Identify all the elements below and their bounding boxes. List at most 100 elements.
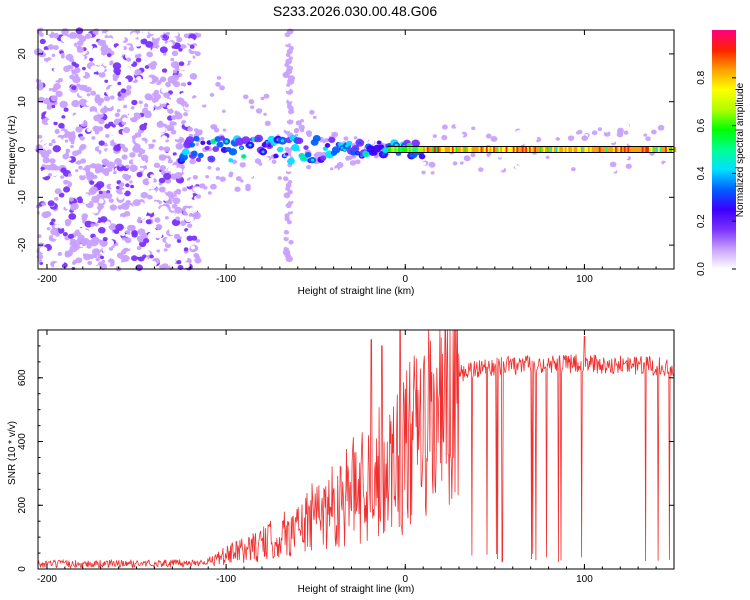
snr-ytick-label: 0 (17, 566, 28, 572)
spectrogram-cell (190, 245, 195, 250)
carrier-segment (467, 147, 471, 152)
spectrogram-cell (113, 229, 120, 235)
carrier-segment (405, 147, 408, 152)
spectrogram-cell (215, 175, 220, 180)
spectrogram-cell (122, 147, 129, 153)
spectrogram-cell (284, 125, 292, 132)
carrier-segment (548, 147, 551, 152)
spectrogram-cell (193, 97, 200, 104)
spectrogram-cell (101, 252, 108, 258)
carrier-segment (622, 147, 625, 152)
spectrogram-cell (331, 146, 341, 154)
spectrogram-cell (136, 76, 142, 81)
spectrogram-cell (71, 99, 80, 108)
spectrogram-cell (331, 132, 337, 137)
colorbar-tick-label: 0.6 (696, 118, 707, 132)
spectrogram-cell (643, 133, 648, 137)
spectrogram-cell (91, 47, 99, 54)
colorbar-label: Normalized spectral amplitude (735, 82, 746, 217)
spectrogram-cell (85, 86, 92, 93)
spectrogram-cell (619, 160, 626, 166)
spectrogram-cell (567, 126, 572, 130)
carrier-segment (478, 147, 481, 152)
carrier-segment (652, 147, 655, 152)
carrier-segment (435, 147, 438, 152)
spectrogram-cell (210, 124, 217, 130)
spectrogram-cell (100, 255, 104, 260)
spectrogram-cell (328, 136, 336, 144)
spectrogram-cell (101, 259, 106, 264)
spectrogram-cell (46, 110, 53, 116)
spectrogram-cell (466, 136, 473, 142)
spectrogram-cell (89, 57, 94, 62)
spectrogram-cell (67, 173, 72, 177)
spectrogram-cell (617, 127, 624, 134)
spectrogram-cell (284, 213, 290, 218)
spectrogram-cell (188, 115, 197, 123)
spectrogram-cell (87, 213, 96, 221)
carrier-segment (412, 147, 415, 152)
spectrogram-cell (151, 97, 159, 104)
spectrogram-cell (130, 53, 136, 58)
spectrogram-cell (129, 164, 138, 172)
spectrogram-cell (432, 134, 437, 138)
spectrogram-cell (267, 144, 272, 148)
carrier-segment (589, 147, 592, 152)
carrier-segment (525, 147, 528, 152)
colorbar-strip (712, 30, 736, 269)
carrier-segment (510, 147, 514, 152)
spectrogram-cell (311, 146, 318, 153)
spectrogram-cell (459, 161, 464, 165)
spectrogram-cell (171, 203, 178, 209)
spectrogram-cell (95, 257, 100, 262)
spectrogram-cell (55, 210, 63, 217)
spectrogram-cell (108, 223, 117, 231)
spectrogram-cell (173, 155, 178, 159)
spectrogram-cell (113, 200, 117, 204)
carrier-segment (502, 147, 505, 152)
spectrogram-cell (129, 224, 136, 231)
spectrogram-cell (520, 129, 527, 136)
spectrogram-cell (48, 123, 54, 129)
spectrogram-cell (322, 139, 326, 143)
snr-xlabel: Height of straight line (km) (298, 584, 415, 595)
spectrogram-cell (178, 87, 184, 92)
spectrogram-cell (104, 79, 109, 83)
spectrogram-cell (117, 258, 122, 262)
spectrogram-cell (129, 152, 136, 158)
spectrogram-cell (242, 94, 249, 100)
spectrogram-cell (451, 124, 457, 129)
spectrogram-cell (70, 145, 74, 149)
spectrogram-cell (185, 208, 190, 212)
spectrogram-cell (645, 136, 651, 142)
spectrogram-cell (99, 239, 108, 247)
spectrogram-cell (525, 142, 532, 148)
spectrogram-cell (657, 124, 665, 131)
carrier-segment (609, 147, 612, 152)
spectrogram-cell (462, 163, 467, 167)
spectrogram-cell (125, 183, 130, 188)
spectrogram-cell (64, 139, 69, 143)
spectrogram-cell (565, 155, 570, 161)
spectrogram-cell (140, 186, 145, 191)
spectrogram-cell (117, 81, 122, 86)
spectrogram-cell (560, 143, 565, 147)
spectrogram-cell (213, 127, 220, 133)
spectrogram-cell (306, 164, 312, 170)
spectrogram-cell (345, 155, 351, 160)
spectrogram-cell (171, 115, 177, 120)
spectrogram-cell (108, 198, 115, 203)
spectrogram-cell (338, 132, 345, 138)
spectrogram-cell (166, 99, 171, 103)
spectrogram-xlabel: Height of straight line (km) (298, 286, 415, 297)
spectrogram-cell (98, 190, 103, 195)
spectrogram-cell (187, 223, 193, 228)
spectrogram-cell (509, 153, 514, 157)
spectrogram-cell (222, 81, 227, 85)
spectrogram-cell (171, 105, 178, 111)
spectrogram-cell (260, 96, 265, 101)
spectrogram-cell (90, 90, 97, 96)
carrier-segment (632, 147, 635, 152)
spectrogram-cell (143, 77, 148, 82)
carrier-segment (586, 147, 589, 152)
